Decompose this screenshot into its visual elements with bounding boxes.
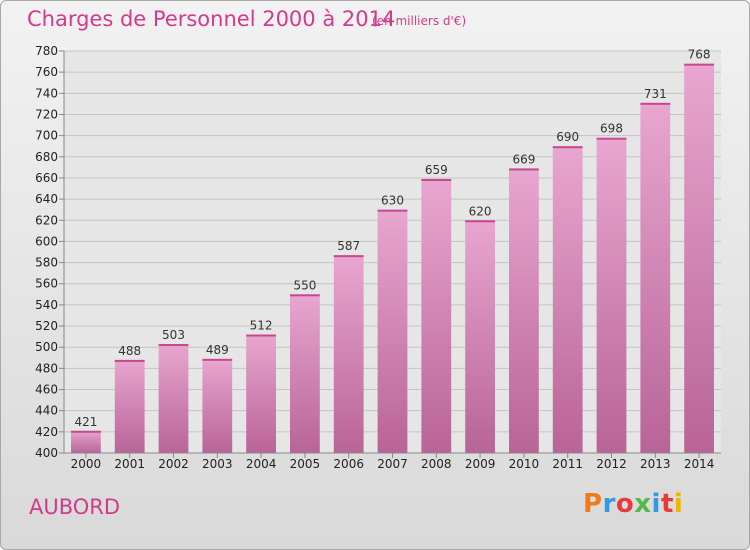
logo-letter: x: [634, 489, 652, 519]
logo-letter: P: [583, 489, 603, 519]
y-tick-label: 660: [35, 171, 58, 185]
data-labels: 421 488 503 489 512 550 587 630 659 620 669 690 698 7…: [74, 48, 710, 429]
bar-2011: [552, 146, 583, 454]
data-label-2008: 659: [425, 163, 448, 177]
data-label-2014: 768: [688, 48, 711, 62]
bar-top-edge: [509, 168, 539, 171]
proxiti-logo: Proxiti: [583, 489, 683, 519]
logo-letter: i: [673, 489, 684, 519]
data-label-2013: 731: [644, 87, 667, 101]
y-tick-label: 640: [35, 192, 58, 206]
data-label-2009: 620: [469, 204, 492, 218]
x-tick-label-2005: 2005: [290, 457, 321, 471]
bar-top-edge: [71, 430, 101, 433]
bar-2009: [465, 220, 495, 453]
bar-2006: [333, 255, 364, 453]
data-label-2011: 690: [556, 130, 579, 144]
y-tick-label: 420: [35, 425, 58, 439]
bar-top-edge: [202, 358, 233, 361]
y-tick-label: 580: [35, 256, 58, 270]
bar-top-edge: [640, 102, 671, 105]
y-tick-label: 780: [35, 44, 58, 58]
bar-2002: [158, 344, 189, 453]
bar-2001: [114, 359, 145, 453]
x-tick-label-2013: 2013: [640, 457, 671, 471]
bar-2003: [202, 358, 233, 453]
x-tick-label-2007: 2007: [377, 457, 408, 471]
chart-title: Charges de Personnel 2000 à 2014: [27, 7, 396, 31]
x-tick-label-2014: 2014: [684, 457, 715, 471]
x-tick-label-2006: 2006: [333, 457, 364, 471]
x-tick-label-2010: 2010: [509, 457, 540, 471]
y-tick-label: 680: [35, 150, 58, 164]
bar-top-edge: [465, 220, 495, 223]
x-tick-label-2011: 2011: [552, 457, 583, 471]
bar-top-edge: [158, 344, 189, 347]
logo-letter: r: [602, 489, 616, 519]
data-label-2003: 489: [206, 343, 229, 357]
x-tick-label-2002: 2002: [158, 457, 189, 471]
data-label-2004: 512: [250, 319, 273, 333]
data-label-2007: 630: [381, 194, 404, 208]
y-tick-label: 620: [35, 213, 58, 227]
y-tick-label: 720: [35, 107, 58, 121]
logo-letter: i: [651, 489, 661, 519]
bar-top-edge: [421, 179, 452, 182]
x-tick-label-2009: 2009: [465, 457, 496, 471]
x-tick-label-2004: 2004: [246, 457, 277, 471]
bar-2004: [246, 334, 276, 453]
bar-2012: [596, 137, 627, 453]
bar-top-edge: [246, 334, 276, 337]
data-label-2005: 550: [293, 278, 316, 292]
x-tick-label-2003: 2003: [202, 457, 233, 471]
bar-top-edge: [596, 137, 627, 140]
data-label-2002: 503: [162, 328, 185, 342]
x-tick-label-2008: 2008: [421, 457, 452, 471]
bar-2007: [377, 209, 408, 453]
bar-top-edge: [290, 294, 320, 297]
y-tick-label: 760: [35, 65, 58, 79]
bar-top-edge: [684, 63, 714, 66]
bar-2014: [684, 63, 714, 454]
data-label-2000: 421: [74, 415, 97, 429]
x-tick-label-2012: 2012: [596, 457, 627, 471]
y-tick-label: 440: [35, 404, 58, 418]
logo-letter: t: [660, 489, 674, 519]
bars: [71, 63, 714, 454]
chart-unit: (en milliers d'€): [372, 14, 467, 28]
y-tick-label: 540: [35, 298, 58, 312]
bar-top-edge: [377, 209, 408, 212]
x-tick-label-2000: 2000: [71, 457, 102, 471]
data-label-2001: 488: [118, 344, 141, 358]
data-label-2012: 698: [600, 122, 623, 136]
data-label-2006: 587: [337, 239, 360, 253]
y-tick-label: 400: [35, 446, 58, 460]
y-tick-label: 700: [35, 129, 58, 143]
bar-top-edge: [114, 359, 145, 362]
commune-name: AUBORD: [29, 495, 121, 519]
y-tick-label: 480: [35, 361, 58, 375]
y-tick-label: 460: [35, 383, 58, 397]
bar-2000: [71, 430, 101, 453]
bar-2005: [290, 294, 320, 453]
bar-top-edge: [333, 255, 364, 258]
bar-2010: [509, 168, 539, 453]
data-label-2010: 669: [512, 152, 535, 166]
logo-letter: o: [615, 489, 635, 519]
tick-labels: 400 420 440 460 480 500 520 540 560 580 600 620 640 6…: [35, 44, 721, 471]
y-tick-label: 740: [35, 86, 58, 100]
y-tick-label: 600: [35, 234, 58, 248]
y-tick-label: 500: [35, 340, 58, 354]
bar-2013: [640, 102, 671, 453]
x-tick-label-2001: 2001: [114, 457, 145, 471]
bar-top-edge: [552, 146, 583, 149]
y-tick-label: 560: [35, 277, 58, 291]
y-tick-label: 520: [35, 319, 58, 333]
bar-2008: [421, 179, 452, 454]
